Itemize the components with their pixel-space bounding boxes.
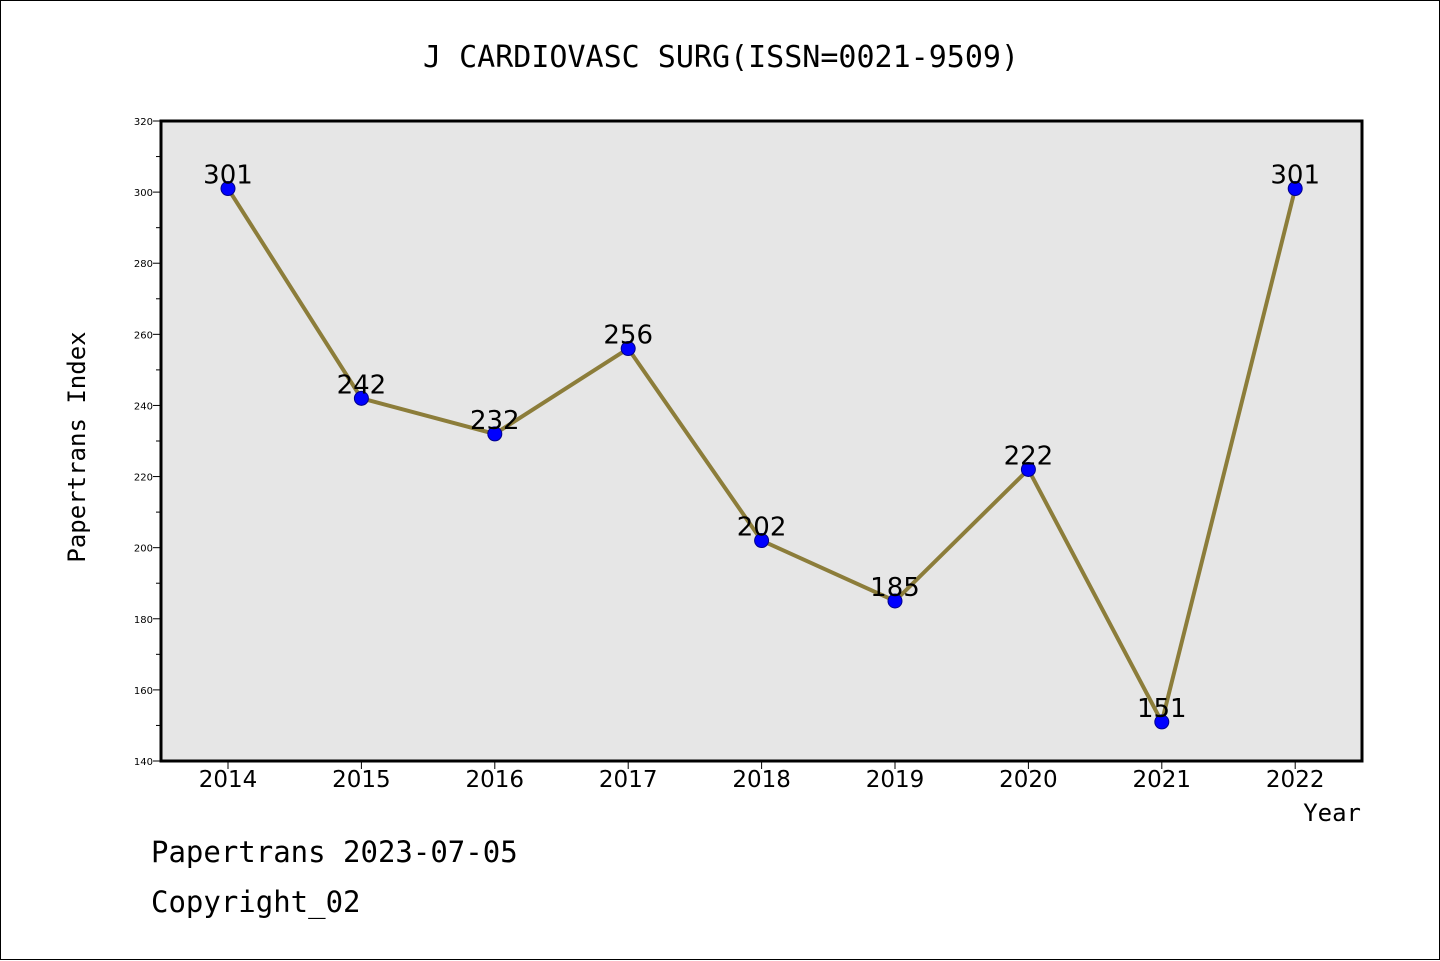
y-tick-label: 180 (134, 615, 153, 626)
series-layer: 301 242 232 256 202 185 222 151 301 (203, 161, 1320, 730)
y-axis: 140 160 180 200 220 240 260 280 300 320 (134, 117, 161, 768)
x-tick-label: 2018 (732, 767, 791, 793)
y-tick-label: 220 (134, 473, 153, 484)
y-tick-label: 140 (134, 757, 153, 768)
data-label: 301 (1270, 161, 1320, 191)
data-label: 242 (337, 370, 387, 400)
data-point (1020, 461, 1036, 477)
data-label: 202 (737, 513, 787, 543)
y-tick-label: 240 (134, 401, 153, 412)
x-tick-label: 2020 (999, 767, 1058, 793)
data-point (887, 593, 903, 609)
y-tick-label: 300 (134, 188, 153, 199)
y-tick-label: 320 (134, 117, 153, 128)
x-axis: 2014 2015 2016 2017 2018 2019 2020 2021 2022 (199, 761, 1325, 793)
data-point (353, 390, 369, 406)
x-tick-label: 2021 (1133, 767, 1192, 793)
y-tick-label: 260 (134, 330, 153, 341)
chart-title: J CARDIOVASC SURG(ISSN=0021-9509) (423, 40, 1019, 75)
y-axis-label: Papertrans Index (63, 331, 91, 562)
data-label: 256 (603, 321, 653, 351)
data-label: 185 (870, 573, 920, 603)
footer-date-line: Papertrans 2023-07-05 (151, 835, 518, 869)
x-tick-label: 2017 (599, 767, 658, 793)
data-point (754, 533, 770, 549)
x-tick-label: 2016 (466, 767, 525, 793)
x-tick-label: 2022 (1266, 767, 1325, 793)
data-label: 232 (470, 406, 520, 436)
data-label: 222 (1004, 441, 1054, 471)
plot-area (159, 119, 1364, 763)
data-point (220, 181, 236, 197)
x-tick-label: 2014 (199, 767, 258, 793)
data-label: 301 (203, 161, 253, 191)
x-tick-label: 2019 (866, 767, 925, 793)
data-point (1287, 181, 1303, 197)
data-point (1154, 714, 1170, 730)
y-tick-label: 280 (134, 259, 153, 270)
data-label: 151 (1137, 694, 1187, 724)
x-axis-label: Year (1303, 799, 1361, 827)
x-tick-label: 2015 (332, 767, 391, 793)
footer-copyright-line: Copyright_02 (151, 885, 361, 919)
data-point (620, 341, 636, 357)
y-tick-label: 200 (134, 544, 153, 555)
data-point (487, 426, 503, 442)
y-tick-label: 160 (134, 686, 153, 697)
